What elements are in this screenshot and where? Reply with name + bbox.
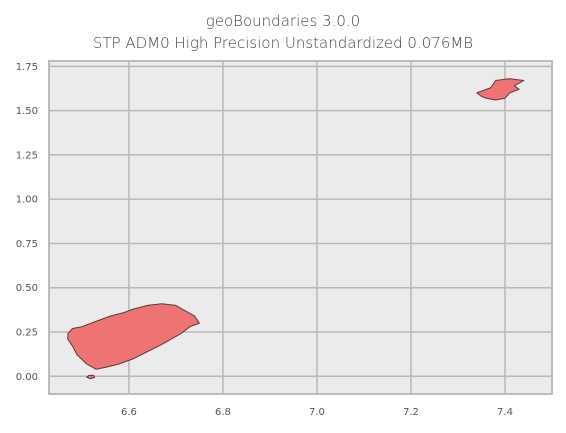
- map-subtitle: STP ADM0 High Precision Unstandardized 0…: [92, 34, 474, 52]
- plot-frame: [48, 60, 553, 395]
- x-tick-label: 7.2: [403, 407, 419, 418]
- y-tick-label: 1.25: [16, 150, 38, 161]
- map-title: geoBoundaries 3.0.0: [205, 12, 361, 30]
- y-tick-label: 1.00: [16, 195, 38, 206]
- y-tick-label: 0.25: [16, 328, 38, 339]
- x-tick-label: 6.8: [215, 407, 231, 418]
- x-tick-label: 7.4: [497, 407, 513, 418]
- y-tick-label: 0.75: [16, 239, 38, 250]
- x-tick-label: 7.0: [309, 407, 325, 418]
- y-tick-label: 1.50: [16, 106, 38, 117]
- y-tick-label: 1.75: [16, 62, 38, 73]
- boundary-polygon: [67, 303, 200, 370]
- y-tick-label: 0.00: [16, 372, 38, 383]
- x-axis-ticks: 6.6 6.8 7.0 7.2 7.4: [121, 407, 513, 418]
- y-tick-label: 0.50: [16, 283, 38, 294]
- boundary-polygon: [86, 374, 96, 380]
- boundary-features: [67, 78, 525, 380]
- x-tick-label: 6.6: [121, 407, 137, 418]
- boundary-polygon: [476, 78, 525, 101]
- y-axis-ticks: 0.00 0.25 0.50 0.75 1.00 1.25 1.50 1.75: [16, 62, 38, 383]
